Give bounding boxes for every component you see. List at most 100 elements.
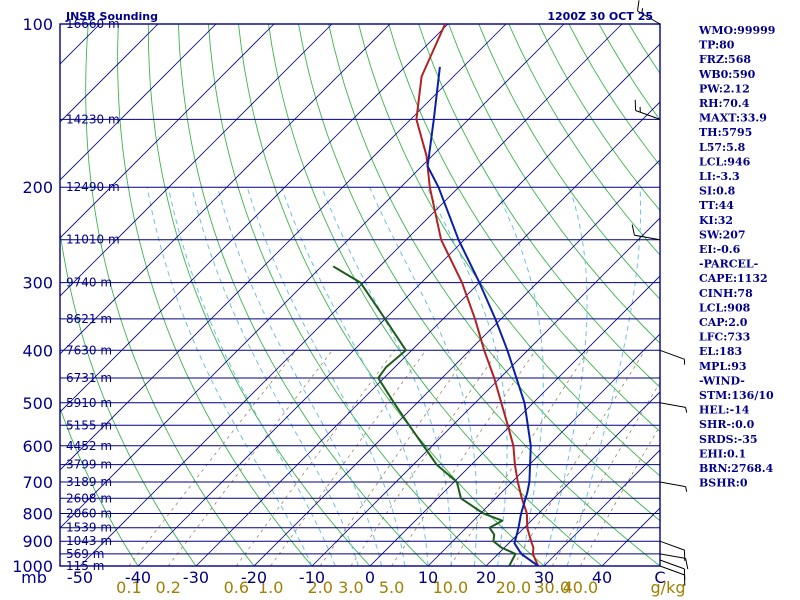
sounding-index: STM:136/10: [699, 389, 774, 402]
temperature-tick-label: -30: [183, 568, 209, 587]
mixing-ratio-line: [235, 350, 396, 566]
sounding-index: FRZ:568: [699, 53, 751, 66]
sounding-index: EL:183: [699, 345, 742, 358]
mixing-ratio-label: 40.0: [563, 578, 599, 597]
height-label: 3189 m: [66, 475, 112, 489]
isotherm: [485, 391, 660, 566]
wind-barb: [659, 565, 686, 586]
dry-adiabat: [177, 24, 429, 566]
mixing-ratio-line: [319, 350, 472, 566]
height-label: 12490 m: [66, 180, 120, 194]
mixing-ratio-label: 20.0: [496, 578, 532, 597]
sounding-index: WMO:99999: [698, 24, 775, 37]
sounding-index: TT:44: [699, 199, 734, 212]
dry-adiabat: [207, 24, 487, 566]
mixing-ratio-label: 2.0: [307, 578, 332, 597]
wind-barb: [659, 553, 689, 570]
isotherm: [60, 24, 159, 123]
height-label: 2060 m: [66, 507, 112, 521]
sounding-index: TP:80: [699, 39, 735, 52]
moist-adiabat: [494, 186, 544, 566]
isotherm: [60, 24, 449, 413]
moist-adiabat: [191, 187, 359, 566]
height-label: 14230 m: [66, 112, 120, 126]
height-label: 1043 m: [66, 534, 112, 548]
wind-barb-staff: [659, 553, 686, 559]
height-label: 9740 m: [66, 276, 112, 290]
temperature-tick-label: 10: [418, 568, 438, 587]
mixing-ratio-label: 30.0: [534, 578, 570, 597]
mixing-ratio-label: 5.0: [379, 578, 404, 597]
height-label: 8621 m: [66, 312, 112, 326]
pressure-tick-label: 100: [22, 15, 53, 34]
height-label: 7630 m: [66, 343, 112, 357]
dry-adiabats: [60, 24, 660, 566]
sounding-index: LCL:946: [699, 155, 751, 168]
isotherm: [60, 24, 333, 297]
wind-barb: [631, 224, 661, 241]
sounding-index: CAPE:1132: [699, 272, 768, 285]
wind-barb: [659, 402, 688, 413]
sounding-index: LCL:908: [699, 301, 751, 314]
axis-labels: 0.1 0.2 0.6 1.0 2.0 3.0 5.0 10.0 20.0 30.040.0 g/k…: [12, 15, 775, 597]
frame-border: [59, 23, 661, 567]
height-label: 3799 m: [66, 458, 112, 472]
wind-barbs: [631, 0, 689, 586]
wind-barb-staff: [634, 234, 661, 241]
moist-adiabat: [321, 187, 452, 566]
wind-barb: [634, 99, 661, 120]
height-label: 2608 m: [66, 491, 112, 505]
parcel-trace: [426, 66, 539, 566]
dry-adiabat: [568, 24, 660, 167]
sounding-index: WB0:590: [698, 68, 756, 81]
temperature-tick-label: -10: [299, 568, 325, 587]
dry-adiabat: [268, 24, 603, 566]
chart-title: JNSR Sounding: [65, 10, 158, 23]
sounding-index: BRN:2768.4: [699, 462, 774, 475]
sounding-index: RH:70.4: [699, 97, 750, 110]
isotherm: [79, 24, 623, 566]
sounding-index: EI:-0.6: [699, 243, 741, 256]
isotherm: [60, 24, 217, 181]
mixing-ratio-unit: g/kg: [651, 578, 686, 597]
sounding-index: -PARCEL-: [699, 258, 758, 271]
sounding-index: EHI:0.1: [699, 447, 746, 460]
temperature-tick-label: -40: [125, 568, 151, 587]
moist-adiabats: [146, 186, 642, 566]
isotherm: [60, 24, 275, 239]
isotherm: [60, 24, 507, 471]
mixing-ratio-line: [580, 425, 660, 566]
plot-frame: [59, 23, 661, 567]
moist-adiabat: [167, 187, 336, 566]
temperature-tick-label: 20: [476, 568, 496, 587]
temperature-unit: C: [654, 568, 665, 587]
pressure-tick-label: 1000: [12, 557, 53, 576]
mixing-ratio-line: [450, 350, 589, 566]
moist-adiabat: [146, 187, 313, 566]
pressure-tick-label: 900: [22, 532, 53, 551]
pressure-tick-label: 300: [22, 274, 53, 293]
sounding-index: SI:0.8: [699, 185, 736, 198]
sounding-index: TH:5795: [699, 126, 752, 139]
dry-adiabat: [60, 406, 139, 566]
moist-adiabat: [281, 187, 429, 566]
wind-barb-staff: [635, 110, 661, 120]
mixing-ratio-label: 3.0: [338, 578, 363, 597]
height-label: 5155 m: [66, 418, 112, 432]
wind-barb-staff: [637, 10, 661, 25]
sounding-index: MPL:93: [699, 360, 747, 373]
sounding-index: CINH:78: [699, 287, 753, 300]
wind-barb: [637, 0, 661, 25]
wind-barb-staff: [659, 559, 685, 570]
height-label: 569 m: [66, 547, 104, 561]
wind-barb-staff: [659, 481, 686, 488]
wind-barb-flag: [637, 0, 640, 12]
height-label: 4452 m: [66, 439, 112, 453]
pressure-tick-label: 700: [22, 473, 53, 492]
isotherms: [60, 24, 660, 566]
temperature-tick-label: 0: [365, 568, 375, 587]
height-label: 115 m: [66, 559, 104, 573]
mixing-ratio-label: 0.6: [224, 578, 249, 597]
isotherm: [137, 43, 660, 566]
wind-barb-flag: [685, 558, 689, 570]
